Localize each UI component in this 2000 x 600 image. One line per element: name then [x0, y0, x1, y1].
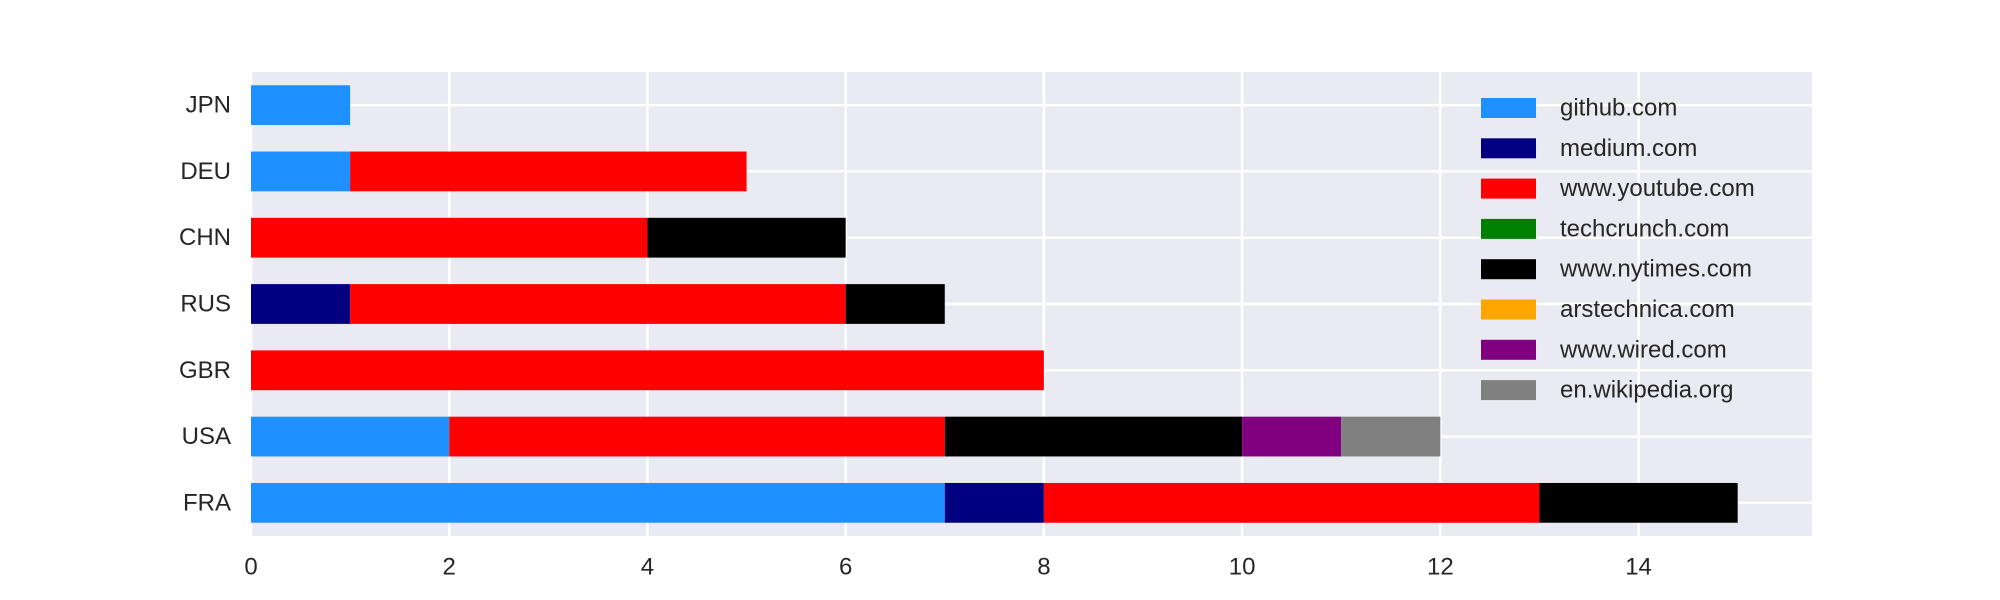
x-axis-tick-labels: 0 2 4 6 8 10 12 14 [244, 554, 1652, 581]
bar-gbr-series-2 [251, 350, 1044, 391]
legend-swatch [1481, 178, 1536, 199]
legend-label: www.wired.com [1559, 336, 1727, 363]
legend-swatch [1481, 380, 1536, 401]
bar-deu-series-2 [350, 151, 747, 192]
x-tick-label: 2 [443, 554, 456, 581]
bar-fra-series-1 [944, 482, 1044, 523]
x-tick-label: 4 [641, 554, 654, 581]
y-tick-label: JPN [186, 92, 231, 119]
legend-label: en.wikipedia.org [1560, 377, 1733, 404]
y-tick-label: DEU [180, 158, 231, 185]
legend-label: techcrunch.com [1560, 215, 1729, 242]
bar-deu-series-0 [251, 151, 351, 192]
bar-chn-series-4 [647, 217, 846, 258]
legend-swatch [1481, 218, 1536, 239]
x-tick-label: 8 [1037, 554, 1050, 581]
bar-usa-series-6 [1242, 416, 1342, 457]
legend-swatch [1481, 138, 1536, 159]
y-tick-label: RUS [180, 291, 231, 318]
y-tick-label: FRA [183, 489, 231, 516]
y-axis-tick-labels: FRA USA GBR RUS CHN DEU JPN [179, 92, 231, 517]
x-tick-label: 6 [839, 554, 852, 581]
legend-swatch [1481, 339, 1536, 360]
legend-label: www.youtube.com [1559, 175, 1755, 202]
y-tick-label: GBR [179, 357, 231, 384]
legend-swatch [1481, 98, 1536, 118]
x-tick-label: 12 [1427, 554, 1454, 581]
legend-label: github.com [1560, 95, 1677, 122]
legend: github.com medium.com www.youtube.com techc… [1481, 95, 1755, 404]
bar-fra-series-4 [1539, 482, 1738, 523]
bar-usa-series-4 [944, 416, 1243, 457]
y-tick-label: CHN [179, 224, 231, 251]
bar-fra-series-2 [1043, 482, 1540, 523]
bar-rus-series-1 [251, 284, 351, 324]
legend-swatch [1481, 259, 1536, 280]
x-tick-label: 0 [244, 554, 257, 581]
bar-rus-series-4 [845, 284, 945, 324]
bar-usa-series-0 [251, 416, 450, 457]
bar-chn-series-2 [251, 217, 648, 258]
y-tick-label: USA [182, 423, 231, 450]
bar-usa-series-7 [1341, 416, 1441, 457]
bar-usa-series-2 [449, 416, 945, 457]
bar-rus-series-2 [350, 284, 846, 324]
x-tick-label: 14 [1625, 554, 1652, 581]
bar-jpn-series-0 [251, 85, 351, 126]
bar-fra-series-0 [251, 482, 945, 523]
x-tick-label: 10 [1229, 554, 1256, 581]
legend-swatch [1481, 299, 1536, 320]
legend-label: www.nytimes.com [1559, 256, 1752, 283]
legend-label: arstechnica.com [1560, 296, 1735, 323]
legend-label: medium.com [1560, 135, 1697, 162]
bars [251, 85, 1738, 523]
